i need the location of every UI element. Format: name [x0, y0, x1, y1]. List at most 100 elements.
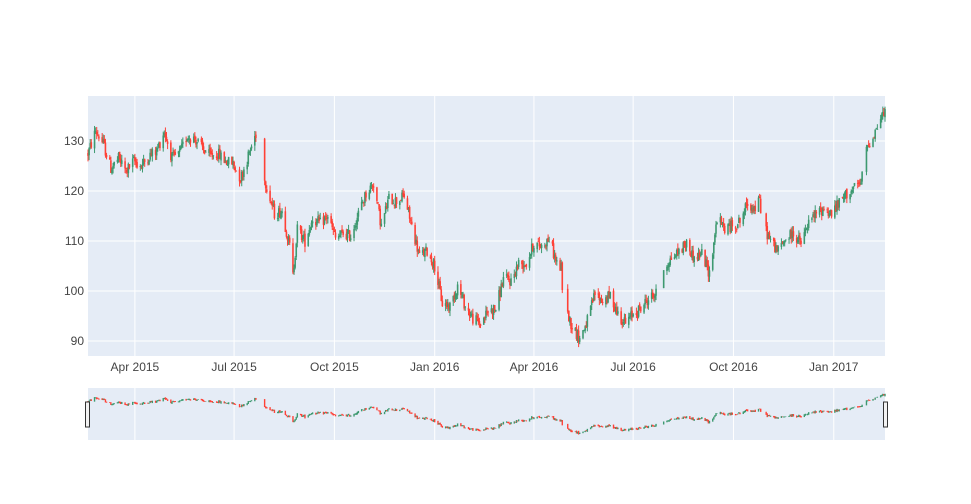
- candle-body: [795, 237, 798, 243]
- candle-body: [318, 217, 320, 221]
- candle-body: [799, 236, 801, 241]
- candle-body: [830, 210, 833, 217]
- candle-body: [341, 229, 343, 232]
- candle-body: [620, 311, 622, 324]
- candle-body: [296, 224, 299, 243]
- candle-body: [523, 266, 525, 268]
- candle-body: [835, 204, 837, 212]
- candle-body: [803, 232, 806, 244]
- candle-body: [719, 217, 722, 223]
- rangeslider-right-handle[interactable]: [883, 401, 888, 428]
- candle-body: [752, 208, 754, 212]
- candle-body: [340, 230, 342, 235]
- candle-body: [452, 295, 455, 302]
- candle-body: [646, 301, 649, 306]
- candle-body: [669, 258, 672, 265]
- candle-body: [349, 238, 352, 240]
- y-tick-label: 110: [65, 234, 84, 248]
- candle-body: [675, 249, 678, 257]
- candle-body: [696, 257, 699, 260]
- candle-body: [379, 208, 381, 226]
- candle-body: [547, 237, 549, 242]
- candle-body: [239, 180, 242, 183]
- candle-body: [286, 237, 289, 241]
- candle-body: [180, 143, 183, 148]
- candle-body: [644, 298, 646, 305]
- candle-body: [346, 232, 349, 239]
- candle-body: [279, 208, 281, 218]
- candle-body: [715, 224, 717, 234]
- candle-body: [569, 316, 571, 323]
- candle-body: [468, 310, 471, 317]
- candle-body: [485, 310, 487, 318]
- rangeslider-background[interactable]: [88, 388, 885, 440]
- candle-body: [174, 152, 177, 155]
- candle-body: [431, 263, 434, 267]
- candle-body: [774, 240, 776, 253]
- candle-body: [164, 132, 167, 138]
- candle-body: [691, 250, 693, 258]
- candle-body: [739, 217, 741, 223]
- candle-body: [464, 306, 467, 308]
- candle-body: [775, 245, 777, 253]
- candle-body: [720, 217, 723, 225]
- candle-body: [490, 308, 493, 313]
- candle-body: [365, 192, 367, 198]
- candle-body: [743, 212, 746, 215]
- candle-body: [524, 265, 527, 267]
- rangeslider-left-handle[interactable]: [85, 401, 90, 428]
- candle-body: [781, 242, 784, 244]
- candle-body: [173, 151, 175, 153]
- candle-body: [782, 241, 785, 245]
- candle-body: [487, 311, 489, 313]
- candle-body: [856, 183, 859, 184]
- candle-body: [124, 161, 126, 169]
- candle-body: [584, 326, 586, 331]
- candle-body: [476, 315, 479, 318]
- candle-body: [553, 254, 556, 258]
- candle-body: [622, 321, 625, 324]
- candle-body: [767, 233, 770, 240]
- candle-body: [662, 270, 665, 289]
- x-tick-label: Apr 2015: [111, 360, 160, 374]
- candle-body: [559, 260, 561, 271]
- candle-body: [406, 198, 409, 210]
- candle-body: [727, 224, 729, 235]
- candle-body: [494, 310, 497, 312]
- candle-body: [630, 311, 632, 317]
- candle-body: [499, 289, 501, 297]
- candle-body: [502, 277, 505, 287]
- candle-body: [407, 208, 410, 210]
- candle-body: [388, 193, 390, 200]
- candle-body: [172, 151, 174, 154]
- candle-body: [186, 139, 189, 142]
- candle-body: [811, 218, 813, 220]
- candle-body: [308, 229, 311, 235]
- candle-body: [226, 164, 229, 166]
- candle-body: [791, 231, 794, 239]
- candle-body: [448, 304, 450, 310]
- candle-body: [235, 170, 238, 172]
- candle-body: [783, 240, 786, 244]
- candle-body: [765, 213, 767, 227]
- candle-body: [585, 325, 588, 328]
- candle-body: [636, 314, 639, 317]
- candle-body: [880, 114, 883, 120]
- candle-body: [185, 141, 187, 143]
- candle-body: [231, 156, 233, 165]
- candle-body: [118, 151, 121, 159]
- candle-body: [276, 218, 279, 219]
- candle-body: [501, 283, 504, 287]
- candle-body: [249, 149, 252, 152]
- candle-body: [195, 139, 197, 145]
- candle-body: [89, 143, 91, 148]
- candle-body: [510, 278, 512, 286]
- candle-body: [853, 182, 856, 186]
- candle-body: [730, 220, 733, 233]
- candle-body: [729, 223, 731, 233]
- candle-body: [250, 146, 253, 149]
- candle-body: [387, 199, 389, 209]
- candle-body: [823, 208, 825, 210]
- x-axis: Apr 2015 Jul 2015 Oct 2015 Jan 2016 Apr 2016…: [111, 360, 859, 374]
- candle-body: [548, 241, 550, 243]
